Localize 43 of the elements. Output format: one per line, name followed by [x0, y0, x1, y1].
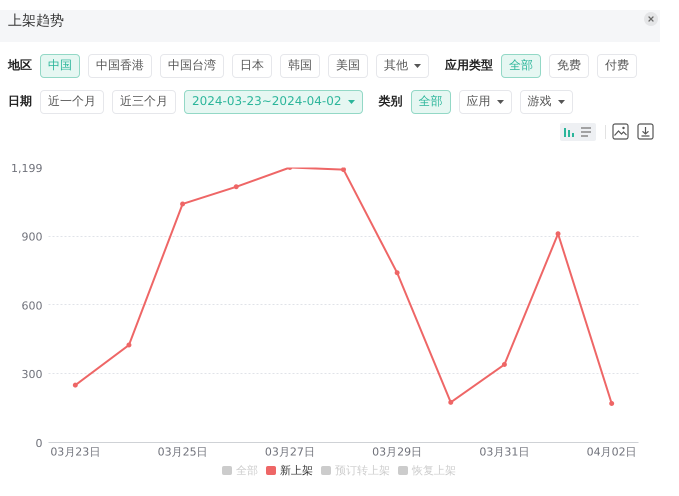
- text: 地区: [8, 57, 32, 74]
- text: 全部: [418, 93, 443, 110]
- text: 日本: [240, 57, 264, 74]
- point: [556, 231, 561, 236]
- point: [448, 400, 454, 405]
- text: 2024-03-23~2024-04-02: [192, 93, 342, 110]
- x-tick-label: 03月29日: [372, 446, 422, 458]
- text: 美国: [336, 57, 360, 74]
- point: [609, 401, 614, 406]
- x-tick-label: 04月02日: [586, 446, 637, 458]
- y-tick-label: 0: [36, 437, 42, 450]
- text: 近三个月: [120, 93, 168, 110]
- point: [234, 184, 239, 190]
- text: 全部: [509, 57, 533, 74]
- point: [394, 270, 400, 276]
- x-tick-label: 03月25日: [158, 446, 208, 458]
- x-tick-label: 03月27日: [264, 446, 315, 458]
- y-tick-label: 1,199: [11, 162, 43, 175]
- y-tick-label: 900: [22, 230, 43, 244]
- y-tick-label: 600: [22, 299, 43, 312]
- x-tick-label: 03月23日: [50, 446, 100, 458]
- text: 其他: [384, 57, 408, 74]
- text: 日期: [8, 93, 32, 110]
- x-tick-label: 03月31日: [479, 446, 530, 458]
- point: [180, 201, 186, 206]
- point: [502, 362, 507, 368]
- point: [126, 342, 132, 348]
- text: 应用: [466, 93, 491, 110]
- legend-label: 新上架: [280, 463, 313, 479]
- text: 类别: [378, 93, 403, 110]
- text: 近一个月: [48, 93, 96, 110]
- text: 免费: [557, 57, 581, 74]
- point: [341, 168, 346, 172]
- text: 游戏: [528, 93, 552, 110]
- text: 付费: [605, 57, 629, 74]
- text: 中国: [48, 57, 72, 74]
- point: [72, 382, 78, 388]
- text: 中国台湾: [168, 57, 216, 74]
- chart-title: 上架趋势: [8, 12, 64, 30]
- y-tick-label: 300: [22, 368, 43, 382]
- text: 韩国: [288, 57, 312, 74]
- text: 应用类型: [445, 57, 493, 74]
- text: 中国香港: [96, 57, 144, 74]
